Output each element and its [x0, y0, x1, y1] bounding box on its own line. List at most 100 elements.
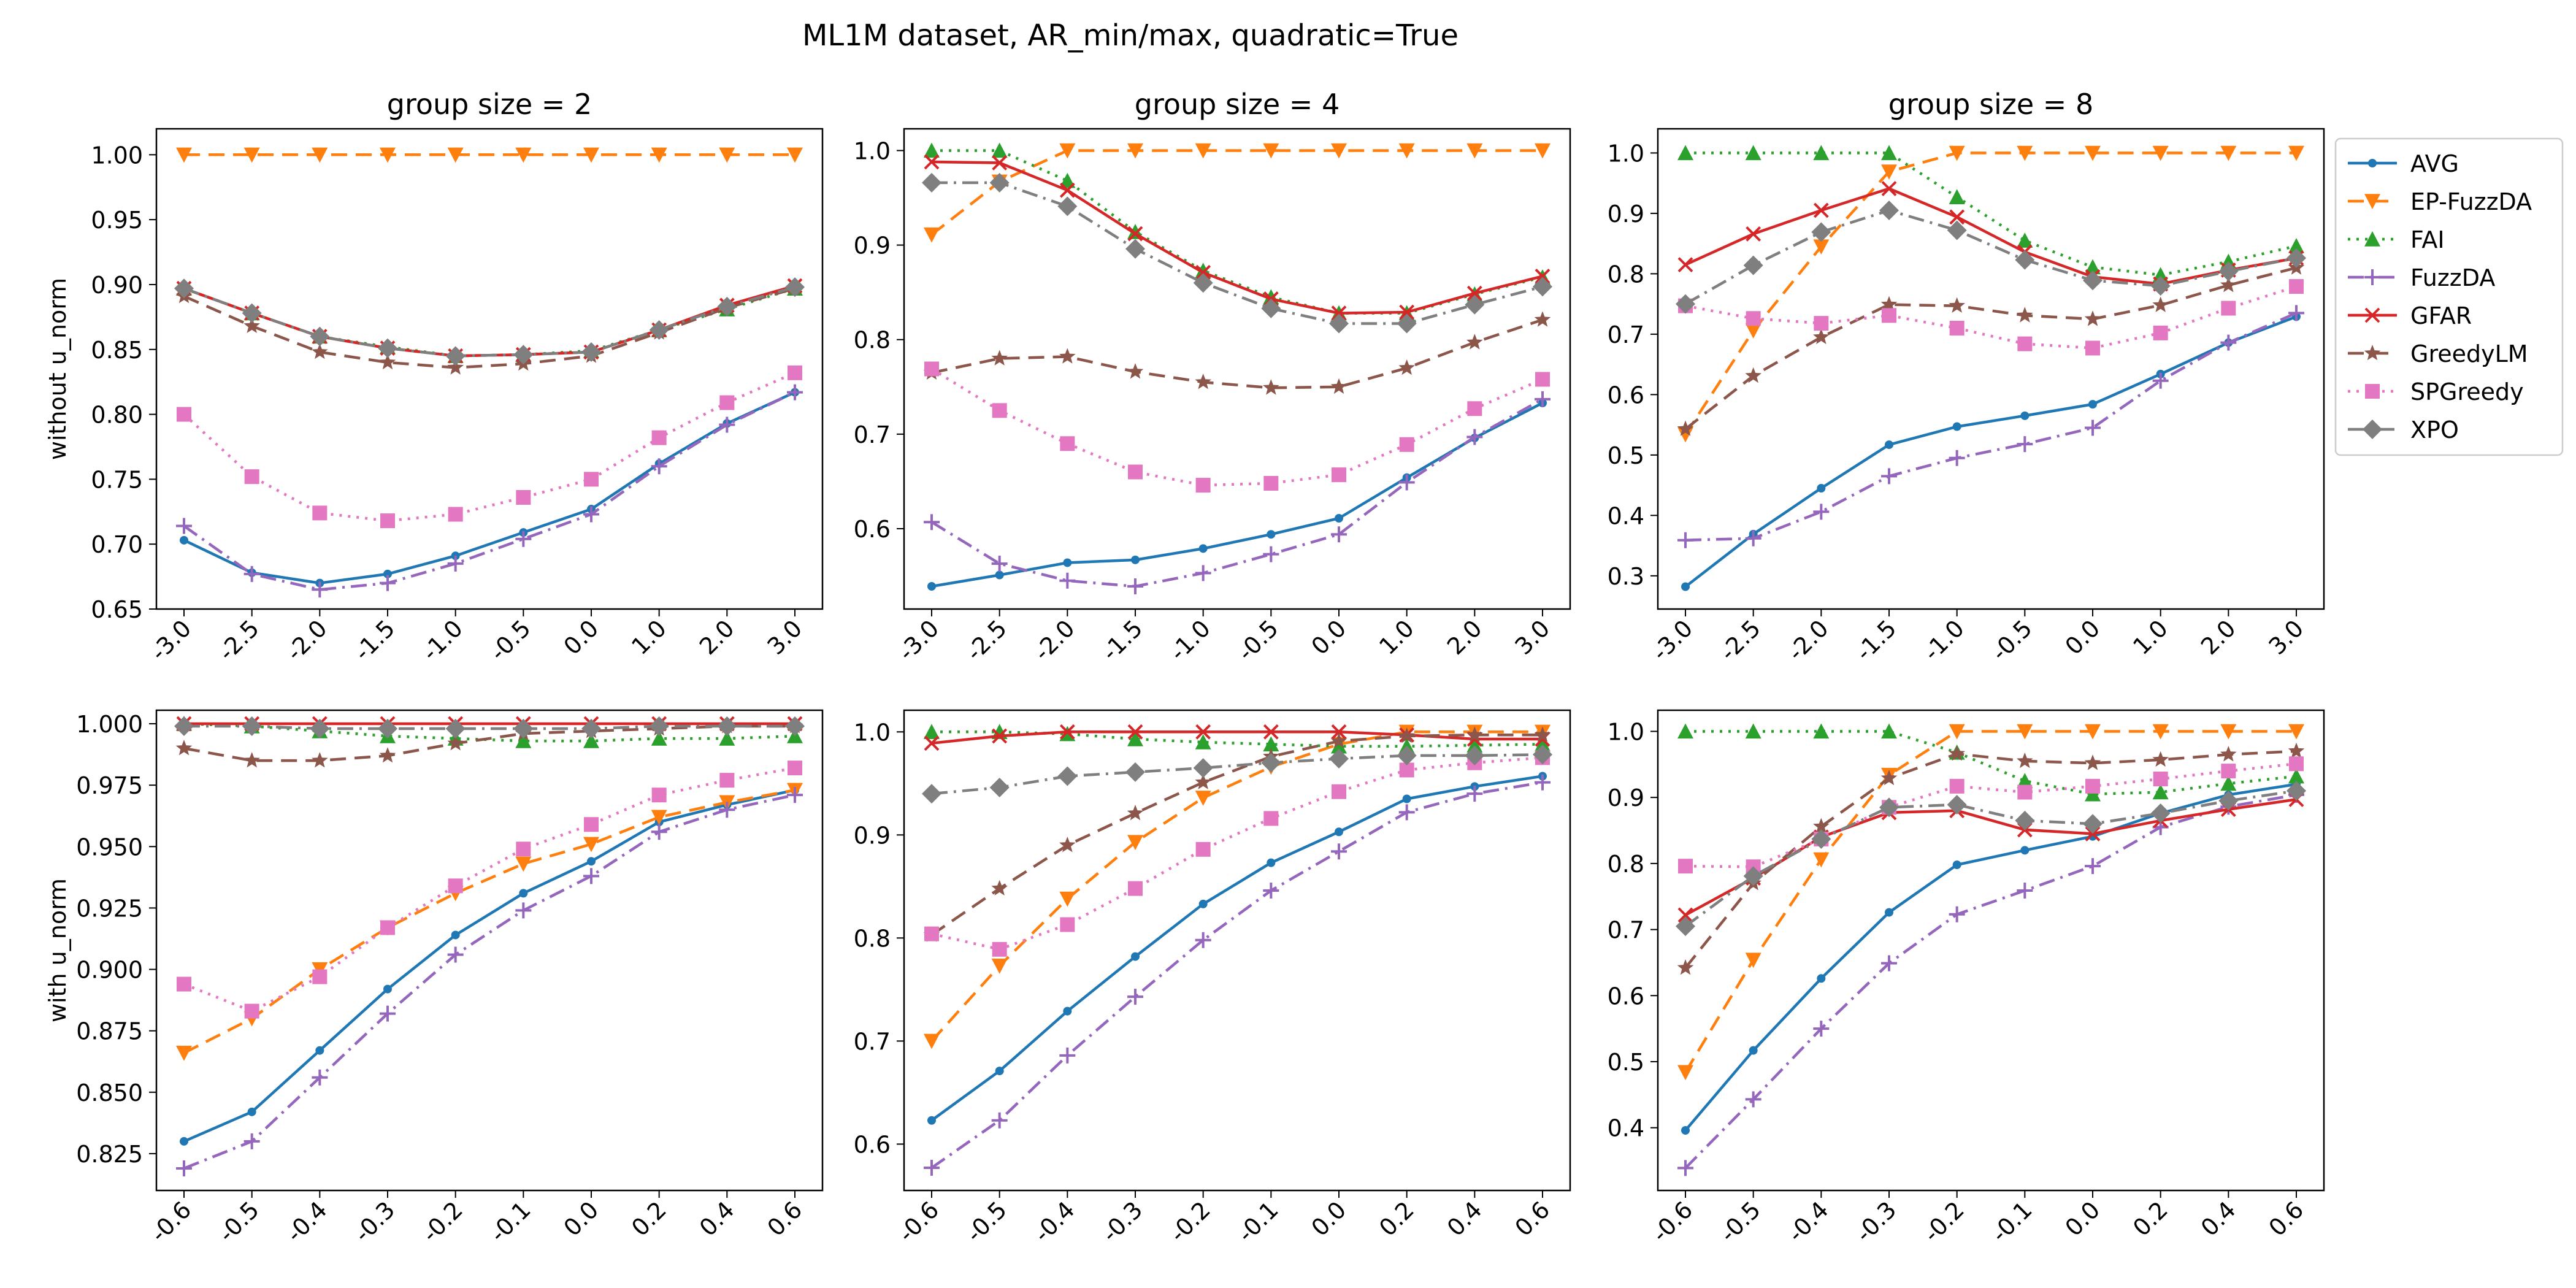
data-point: [924, 227, 940, 243]
data-point: [2218, 261, 2239, 282]
data-point: [1949, 321, 1965, 336]
data-point: [991, 142, 1008, 158]
y-tick-label: 0.9: [854, 232, 891, 259]
series-spgreedy: [924, 361, 1550, 493]
legend-entry-gfar: GFAR: [2348, 302, 2472, 329]
y-tick-label: 0.6: [1608, 983, 1644, 1010]
data-point: [1131, 952, 1140, 961]
data-point: [1881, 955, 1897, 972]
data-point: [583, 868, 599, 884]
series-fuzzda: [1677, 305, 2304, 548]
data-point: [719, 773, 735, 788]
data-point: [1127, 835, 1143, 851]
data-point: [1745, 953, 1761, 968]
data-point: [243, 147, 260, 163]
data-point: [924, 514, 940, 531]
data-point: [243, 317, 260, 333]
data-point: [1949, 778, 1965, 794]
data-point: [448, 507, 463, 522]
data-point: [2017, 307, 2033, 323]
data-point: [1947, 795, 1967, 815]
y-tick-label: 1.000: [76, 711, 143, 738]
data-point: [2287, 248, 2306, 268]
y-tick-label: 0.9: [854, 822, 891, 849]
data-point: [1745, 530, 1761, 546]
data-point: [583, 147, 599, 163]
data-point: [991, 556, 1008, 572]
series-avg: [927, 398, 1547, 591]
data-point: [2287, 781, 2306, 801]
series-line: [1684, 789, 2297, 928]
data-point: [2150, 276, 2171, 296]
data-point: [2085, 724, 2101, 740]
data-point: [2220, 724, 2237, 740]
legend-entry-ep-fuzzda: EP-FuzzDA: [2348, 188, 2532, 215]
data-point: [649, 320, 669, 340]
data-point: [991, 880, 1008, 895]
series-fuzzda: [176, 787, 803, 1176]
data-point: [1059, 724, 1075, 740]
data-point: [2085, 826, 2101, 841]
data-point: [924, 1033, 940, 1049]
data-point: [2084, 310, 2101, 326]
series-line: [931, 756, 1543, 951]
y-tick-label: 0.80: [91, 402, 143, 429]
data-point: [1399, 437, 1414, 452]
legend-marker: [2364, 307, 2380, 323]
data-point: [1677, 1160, 1693, 1176]
data-point: [2085, 259, 2101, 275]
data-point: [1398, 143, 1415, 159]
y-tick-label: 0.925: [76, 895, 143, 922]
series-line: [1684, 783, 2297, 1132]
data-point: [1947, 220, 1967, 240]
series-line: [183, 287, 795, 369]
data-point: [922, 784, 941, 804]
data-point: [1059, 172, 1076, 188]
data-point: [447, 555, 464, 572]
data-point: [2221, 764, 2236, 779]
data-point: [1952, 861, 1961, 870]
data-point: [1882, 308, 1896, 323]
data-point: [1127, 731, 1143, 746]
data-point: [1534, 311, 1551, 327]
data-point: [177, 407, 191, 422]
data-point: [380, 920, 395, 935]
data-point: [1880, 769, 1898, 786]
data-point: [1331, 724, 1347, 740]
data-point: [515, 902, 532, 919]
series-line: [1684, 151, 2296, 435]
data-point: [175, 740, 193, 756]
data-point: [1535, 269, 1551, 284]
data-point: [315, 1046, 324, 1055]
y-tick-label: 0.4: [1608, 1115, 1644, 1142]
legend-label: GreedyLM: [2410, 340, 2528, 367]
y-tick-label: 0.7: [1608, 917, 1644, 944]
data-point: [2153, 772, 2168, 787]
data-point: [991, 1112, 1008, 1129]
data-point: [1743, 255, 1763, 275]
y-tick-label: 0.3: [1608, 563, 1644, 590]
y-tick-label: 0.8: [1608, 261, 1644, 288]
data-point: [2017, 883, 2033, 899]
data-point: [1263, 476, 1279, 491]
data-point: [1331, 305, 1347, 321]
data-point: [1466, 143, 1483, 159]
data-point: [2288, 238, 2304, 253]
data-point: [2083, 270, 2103, 291]
data-point: [1332, 784, 1346, 799]
data-point: [312, 343, 328, 359]
data-point: [1261, 298, 1281, 318]
data-point: [1127, 989, 1143, 1005]
data-point: [1949, 145, 1965, 161]
data-point: [1746, 226, 1761, 242]
data-point: [2220, 145, 2237, 161]
data-point: [788, 365, 802, 380]
series-line: [1684, 730, 2296, 1073]
data-point: [1880, 296, 1898, 312]
data-point: [383, 569, 392, 578]
data-point: [447, 359, 464, 375]
series-line: [931, 401, 1544, 588]
y-tick-label: 0.5: [1608, 1049, 1644, 1076]
data-point: [1749, 1046, 1758, 1055]
data-point: [1465, 745, 1485, 765]
